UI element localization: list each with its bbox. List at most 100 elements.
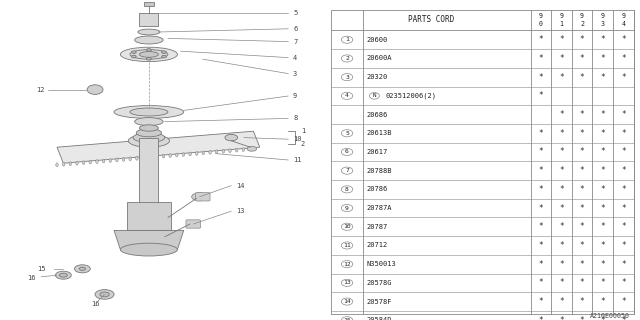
Text: *: *: [580, 148, 584, 156]
Text: *: *: [600, 278, 605, 287]
Ellipse shape: [131, 55, 136, 58]
Text: *: *: [600, 166, 605, 175]
Ellipse shape: [162, 154, 164, 158]
Ellipse shape: [149, 155, 152, 159]
Bar: [144, 2, 154, 6]
Ellipse shape: [175, 153, 178, 157]
Text: 11: 11: [293, 157, 301, 163]
Ellipse shape: [76, 161, 78, 165]
Ellipse shape: [131, 51, 136, 53]
Text: *: *: [559, 35, 564, 44]
Text: *: *: [600, 185, 605, 194]
Text: 7: 7: [345, 168, 349, 173]
Ellipse shape: [140, 125, 159, 131]
Bar: [127, 202, 171, 230]
Text: 20578F: 20578F: [366, 299, 392, 305]
Text: *: *: [580, 278, 584, 287]
Ellipse shape: [129, 157, 131, 161]
Ellipse shape: [169, 154, 172, 157]
Ellipse shape: [130, 50, 168, 59]
Text: *: *: [621, 222, 625, 231]
Text: 14: 14: [343, 299, 351, 304]
Text: 023512006(2): 023512006(2): [386, 92, 436, 99]
Ellipse shape: [242, 148, 244, 151]
Text: 9: 9: [345, 205, 349, 211]
Text: *: *: [621, 260, 625, 269]
Text: *: *: [559, 241, 564, 250]
Text: *: *: [538, 91, 543, 100]
Ellipse shape: [247, 146, 257, 151]
Ellipse shape: [102, 159, 105, 163]
Bar: [140, 138, 159, 208]
Text: 20787: 20787: [366, 224, 388, 230]
Ellipse shape: [87, 85, 103, 94]
Ellipse shape: [162, 51, 166, 53]
Text: *: *: [538, 241, 543, 250]
Ellipse shape: [341, 260, 353, 268]
Ellipse shape: [191, 193, 207, 201]
Ellipse shape: [156, 155, 158, 158]
Text: 12: 12: [36, 87, 44, 92]
Text: 8: 8: [293, 116, 298, 121]
Polygon shape: [114, 230, 184, 250]
Text: 7: 7: [293, 39, 298, 44]
Ellipse shape: [216, 150, 218, 154]
Text: *: *: [538, 148, 543, 156]
Text: *: *: [580, 129, 584, 138]
Ellipse shape: [162, 55, 166, 58]
Text: 9
3: 9 3: [601, 13, 605, 27]
Text: *: *: [621, 35, 625, 44]
Text: *: *: [621, 297, 625, 306]
Text: 20600: 20600: [366, 37, 388, 43]
Text: *: *: [600, 148, 605, 156]
Text: *: *: [600, 222, 605, 231]
Text: 20686: 20686: [366, 112, 388, 117]
Text: *: *: [580, 297, 584, 306]
Text: *: *: [600, 129, 605, 138]
Text: 2: 2: [345, 56, 349, 61]
Text: 9: 9: [293, 93, 298, 99]
Text: *: *: [538, 35, 543, 44]
FancyBboxPatch shape: [186, 220, 200, 228]
Text: *: *: [580, 166, 584, 175]
Text: 3: 3: [293, 71, 298, 76]
Ellipse shape: [341, 92, 353, 100]
Ellipse shape: [341, 167, 353, 174]
Text: *: *: [580, 110, 584, 119]
Text: 20786: 20786: [366, 186, 388, 192]
Ellipse shape: [140, 52, 159, 57]
Text: *: *: [538, 297, 543, 306]
Text: 13: 13: [343, 280, 351, 285]
Text: 6: 6: [345, 149, 349, 155]
Ellipse shape: [56, 271, 71, 279]
Ellipse shape: [341, 279, 353, 286]
Text: *: *: [538, 166, 543, 175]
Text: A210E00050: A210E00050: [590, 313, 630, 319]
Ellipse shape: [60, 273, 67, 277]
Polygon shape: [57, 131, 260, 163]
Ellipse shape: [95, 160, 98, 164]
Text: *: *: [600, 35, 605, 44]
Text: 12: 12: [343, 262, 351, 267]
Text: *: *: [538, 185, 543, 194]
Text: 8: 8: [345, 187, 349, 192]
Text: *: *: [621, 316, 625, 320]
Text: *: *: [538, 73, 543, 82]
Ellipse shape: [74, 265, 90, 273]
FancyBboxPatch shape: [195, 193, 210, 201]
Text: *: *: [538, 54, 543, 63]
Text: *: *: [621, 73, 625, 82]
Text: *: *: [580, 316, 584, 320]
Text: *: *: [580, 185, 584, 194]
Ellipse shape: [136, 156, 138, 160]
Ellipse shape: [63, 162, 65, 166]
Ellipse shape: [128, 134, 170, 147]
Ellipse shape: [136, 129, 161, 137]
Text: 20617: 20617: [366, 149, 388, 155]
Text: *: *: [559, 278, 564, 287]
Ellipse shape: [222, 149, 225, 153]
Text: *: *: [559, 54, 564, 63]
Text: *: *: [600, 73, 605, 82]
Text: *: *: [600, 297, 605, 306]
Text: 14: 14: [236, 183, 244, 188]
